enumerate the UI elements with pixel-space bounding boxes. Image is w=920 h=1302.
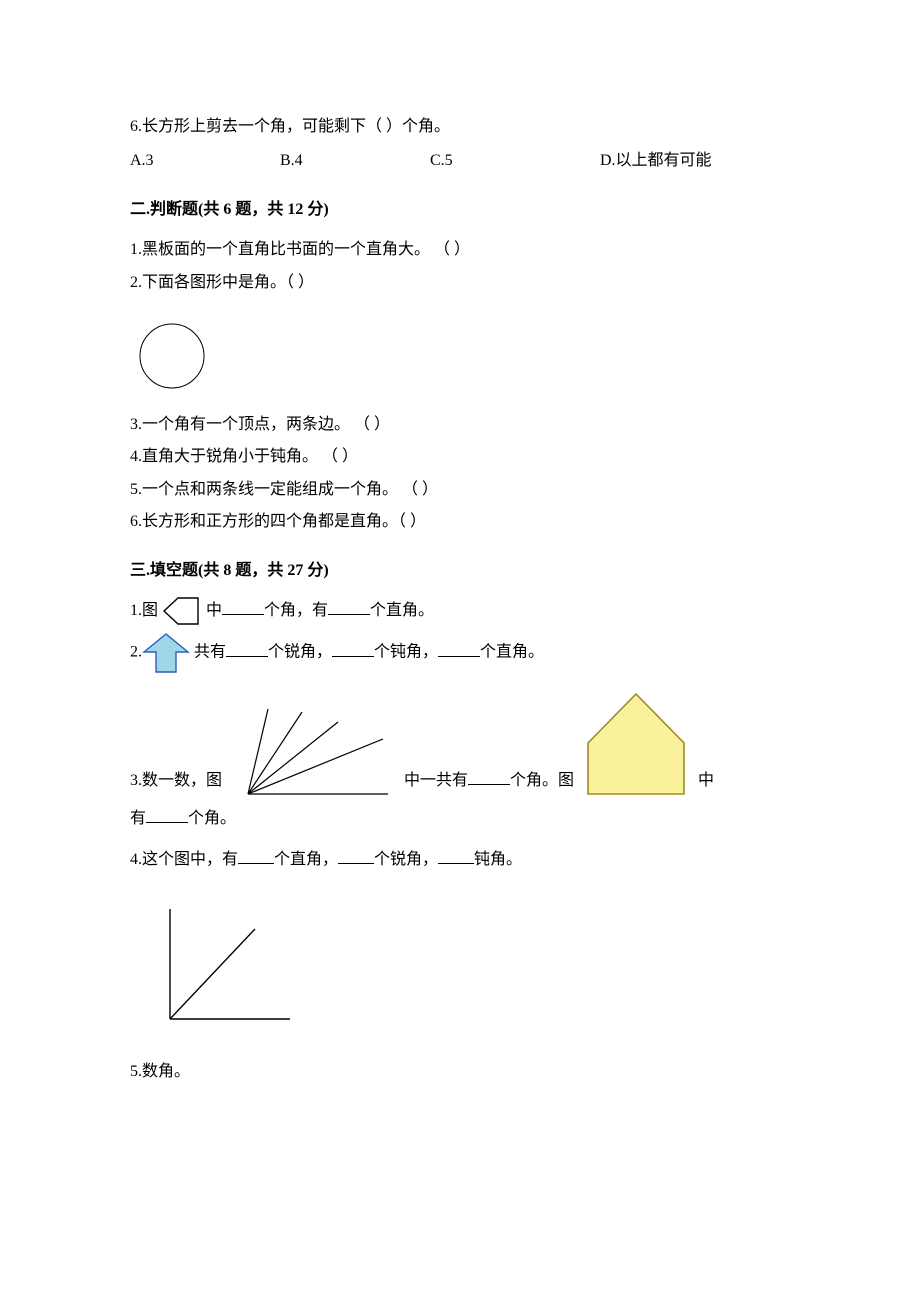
blank <box>226 640 268 657</box>
arrow-figure <box>142 632 190 674</box>
blank <box>328 598 370 615</box>
s2-q1: 1.黑板面的一个直角比书面的一个直角大。 （ ） <box>130 235 790 265</box>
s3-q3-mid2: 个角。图 <box>510 772 574 789</box>
q6-option-a: A.3 <box>130 146 280 176</box>
blank <box>332 640 374 657</box>
s3-q4-pre: 4.这个图中，有 <box>130 851 238 868</box>
s3-q3-line2a: 有 <box>130 810 146 827</box>
blank <box>238 847 274 864</box>
s2-q2: 2.下面各图形中是角。（ ） <box>130 268 790 298</box>
s2-q3: 3.一个角有一个顶点，两条边。 （ ） <box>130 410 790 440</box>
blank <box>438 640 480 657</box>
s2-q6: 6.长方形和正方形的四个角都是直角。（ ） <box>130 507 790 537</box>
s3-q1: 1.图 中 个角，有 个直角。 <box>130 596 790 626</box>
blank <box>146 806 188 823</box>
s3-q3-mid3: 中 <box>698 766 714 800</box>
s3-q2-mid3: 个钝角， <box>374 644 438 661</box>
s3-q1-post: 个直角。 <box>370 602 434 619</box>
q6-stem: 6.长方形上剪去一个角，可能剩下（ ）个角。 <box>130 112 790 142</box>
s3-q4-post: 钝角。 <box>474 851 522 868</box>
s3-q2-pre: 2. <box>130 644 142 661</box>
s3-q3-line2: 有 个角。 <box>130 804 790 834</box>
s3-q1-mid2: 个角，有 <box>264 602 328 619</box>
q6-option-d: D.以上都有可能 <box>600 146 780 176</box>
circle-figure <box>130 316 220 396</box>
s2-q5: 5.一个点和两条线一定能组成一个角。 （ ） <box>130 475 790 505</box>
q6-option-b: B.4 <box>280 146 430 176</box>
angle-figure <box>130 899 300 1029</box>
blank <box>338 847 374 864</box>
s3-q2-mid1: 共有 <box>194 644 226 661</box>
s3-q1-mid1: 中 <box>206 602 222 619</box>
s3-q4-mid1: 个直角， <box>274 851 338 868</box>
house-figure <box>580 688 692 800</box>
s3-q2: 2. 共有 个锐角， 个钝角， 个直角。 <box>130 632 790 674</box>
s3-q3-pre: 3.数一数，图 <box>130 766 222 800</box>
s3-q4-figure <box>130 899 790 1029</box>
s3-q2-mid2: 个锐角， <box>268 644 332 661</box>
s2-q2-figure <box>130 316 790 396</box>
s2-q4: 4.直角大于锐角小于钝角。 （ ） <box>130 442 790 472</box>
s3-q4-mid2: 个锐角， <box>374 851 438 868</box>
s3-q2-post: 个直角。 <box>480 644 544 661</box>
q6-option-c: C.5 <box>430 146 600 176</box>
blank <box>222 598 264 615</box>
s3-q5: 5.数角。 <box>130 1057 790 1087</box>
fan-figure <box>228 704 398 800</box>
s3-q3-line2b: 个角。 <box>188 810 236 827</box>
blank <box>468 768 510 785</box>
s3-q4: 4.这个图中，有 个直角， 个锐角， 钝角。 <box>130 845 790 875</box>
q6-options: A.3 B.4 C.5 D.以上都有可能 <box>130 146 790 176</box>
worksheet-page: 6.长方形上剪去一个角，可能剩下（ ）个角。 A.3 B.4 C.5 D.以上都… <box>0 0 920 1169</box>
s3-q3: 3.数一数，图 中一共有 个角。图 中 <box>130 688 790 800</box>
pentagon-figure <box>162 596 202 626</box>
s3-q3-mid1: 中一共有 <box>404 772 468 789</box>
blank <box>438 847 474 864</box>
section-2-heading: 二.判断题(共 6 题，共 12 分) <box>130 195 790 225</box>
section-3-heading: 三.填空题(共 8 题，共 27 分) <box>130 556 790 586</box>
s3-q1-pre: 1.图 <box>130 602 158 619</box>
